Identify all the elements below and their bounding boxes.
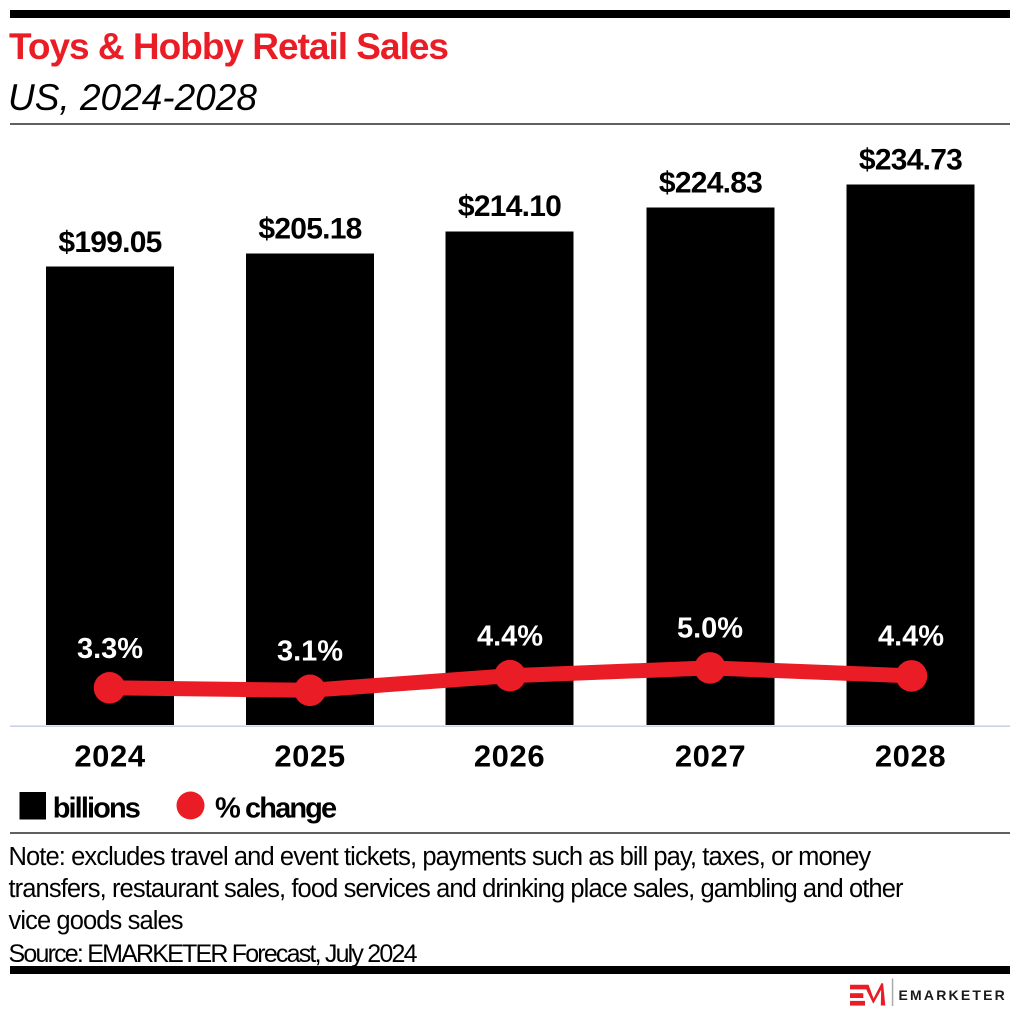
svg-text:3.1%: 3.1% bbox=[277, 635, 343, 667]
svg-text:$214.10: $214.10 bbox=[458, 190, 561, 223]
svg-text:4.4%: 4.4% bbox=[878, 621, 944, 653]
svg-text:3.3%: 3.3% bbox=[77, 633, 143, 665]
svg-text:% change: % change bbox=[215, 793, 337, 825]
svg-text:EMARKETER: EMARKETER bbox=[899, 987, 1007, 1003]
svg-text:2027: 2027 bbox=[675, 739, 746, 774]
svg-text:2025: 2025 bbox=[274, 739, 345, 774]
svg-text:2028: 2028 bbox=[875, 739, 946, 774]
svg-text:billions: billions bbox=[53, 793, 140, 825]
svg-text:5.0%: 5.0% bbox=[677, 613, 743, 645]
svg-text:2024: 2024 bbox=[74, 739, 146, 774]
svg-text:$224.83: $224.83 bbox=[659, 166, 762, 199]
svg-text:4.4%: 4.4% bbox=[477, 621, 543, 653]
svg-text:$205.18: $205.18 bbox=[258, 212, 361, 245]
svg-text:2026: 2026 bbox=[474, 739, 545, 774]
svg-text:$199.05: $199.05 bbox=[58, 226, 161, 259]
svg-text:$234.73: $234.73 bbox=[859, 143, 962, 176]
